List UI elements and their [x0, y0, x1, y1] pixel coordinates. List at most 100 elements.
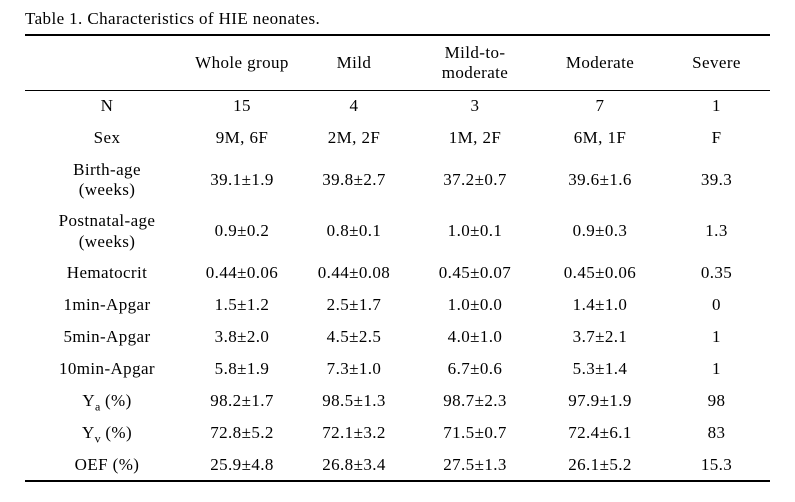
- value-cell: F: [711, 128, 722, 148]
- value-cell: 7.3±1.0: [326, 359, 382, 379]
- value-cell: 0.44±0.08: [317, 263, 391, 283]
- value-cell: 1M, 2F: [448, 128, 502, 148]
- value-cell: 0.8±0.1: [326, 221, 382, 241]
- table-row: OEF (%) 25.9±4.8 26.8±3.4 27.5±1.3 26.1±5.2 1…: [25, 449, 770, 481]
- table-row: Birth-age (weeks) 39.1±1.9 39.8±2.7 37.2±0.…: [25, 155, 770, 206]
- table-row: Yv (%) 72.8±5.2 72.1±3.2 71.5±0.7 72.4±6.1 83: [25, 417, 770, 449]
- value-cell: 72.8±5.2: [210, 423, 274, 443]
- label-text: 5min-Apgar: [63, 327, 151, 347]
- table-header: Whole group Mild Mild-to- moderate Moderate…: [25, 35, 770, 91]
- value-cell: 5.3±1.4: [572, 359, 628, 379]
- table-body: N 15 4 3 7 1 Sex 9M, 6F 2M, 2F 1M, 2F 6M, 1F F Birth…: [25, 91, 770, 482]
- column-header: [25, 35, 189, 91]
- label-text: N: [100, 96, 114, 116]
- column-header: Mild-to- moderate: [413, 35, 537, 91]
- value-cell: 1.5±1.2: [214, 295, 270, 315]
- value-cell: 26.8±3.4: [322, 454, 386, 474]
- value-cell: 4.0±1.0: [447, 327, 503, 347]
- label-text: Y: [81, 423, 95, 443]
- value-cell: 98.7±2.3: [443, 391, 507, 411]
- row-label: 5min-Apgar: [25, 321, 189, 353]
- label-subscript: a: [95, 399, 101, 414]
- value-cell: 0: [712, 295, 721, 315]
- row-label: Yv (%): [25, 417, 189, 449]
- value-cell: 98.2±1.7: [210, 391, 274, 411]
- label-text: (%): [100, 391, 132, 411]
- value-cell: 0.45±0.07: [438, 263, 512, 283]
- value-cell: 97.9±1.9: [568, 391, 632, 411]
- value-cell: 5.8±1.9: [214, 359, 270, 379]
- row-label: Hematocrit: [25, 257, 189, 289]
- value-cell: 72.4±6.1: [568, 423, 632, 443]
- value-cell: 98.5±1.3: [322, 391, 386, 411]
- value-cell: 39.3: [700, 169, 733, 189]
- value-cell: 0.44±0.06: [205, 263, 279, 283]
- value-cell: 3: [470, 96, 480, 116]
- label-text: Birth-age (weeks): [73, 159, 141, 200]
- table-caption: Table 1. Characteristics of HIE neonates…: [25, 9, 321, 28]
- table-row: Sex 9M, 6F 2M, 2F 1M, 2F 6M, 1F F: [25, 123, 770, 155]
- label-text: 1min-Apgar: [63, 295, 151, 315]
- value-cell: 1: [712, 327, 721, 347]
- label-text: Sex: [93, 128, 121, 148]
- row-label: Postnatal-age (weeks): [25, 206, 189, 257]
- value-cell: 4.5±2.5: [326, 327, 382, 347]
- table-row: N 15 4 3 7 1: [25, 91, 770, 123]
- value-cell: 0.9±0.2: [214, 221, 270, 241]
- value-cell: 25.9±4.8: [210, 454, 274, 474]
- table-row: Ya (%) 98.2±1.7 98.5±1.3 98.7±2.3 97.9±1.9 98: [25, 385, 770, 417]
- label-text: Y: [82, 391, 95, 411]
- value-cell: 6M, 1F: [573, 128, 627, 148]
- column-header: Severe: [663, 35, 770, 91]
- value-cell: 7: [595, 96, 605, 116]
- value-cell: 83: [707, 423, 726, 443]
- value-cell: 9M, 6F: [215, 128, 269, 148]
- row-label: Birth-age (weeks): [25, 155, 189, 206]
- table-row: 10min-Apgar 5.8±1.9 7.3±1.0 6.7±0.6 5.3±1.4 1: [25, 353, 770, 385]
- value-cell: 4: [349, 96, 359, 116]
- table-row: Hematocrit 0.44±0.06 0.44±0.08 0.45±0.07 0.4…: [25, 257, 770, 289]
- value-cell: 1.4±1.0: [572, 295, 628, 315]
- value-cell: 15.3: [700, 454, 733, 474]
- label-text: OEF (%): [74, 454, 140, 474]
- label-text: (%): [100, 423, 133, 443]
- value-cell: 3.7±2.1: [572, 327, 628, 347]
- label-subscript: v: [94, 431, 101, 446]
- value-cell: 1.0±0.0: [447, 295, 503, 315]
- value-cell: 39.6±1.6: [568, 169, 632, 189]
- value-cell: 71.5±0.7: [443, 423, 507, 443]
- value-cell: 37.2±0.7: [443, 169, 507, 189]
- value-cell: 3.8±2.0: [214, 327, 270, 347]
- value-cell: 6.7±0.6: [447, 359, 503, 379]
- value-cell: 39.8±2.7: [322, 169, 386, 189]
- column-header: Mild: [295, 35, 413, 91]
- value-cell: 39.1±1.9: [210, 169, 274, 189]
- value-cell: 0.35: [700, 263, 733, 283]
- value-cell: 0.45±0.06: [563, 263, 637, 283]
- row-label: N: [25, 91, 189, 123]
- value-cell: 1: [712, 359, 721, 379]
- value-cell: 1: [712, 96, 721, 116]
- table-row: 5min-Apgar 3.8±2.0 4.5±2.5 4.0±1.0 3.7±2.1 1: [25, 321, 770, 353]
- row-label: Ya (%): [25, 385, 189, 417]
- row-label: 1min-Apgar: [25, 289, 189, 321]
- value-cell: 1.3: [705, 221, 728, 241]
- hie-characteristics-table: Whole group Mild Mild-to- moderate Moderate…: [25, 34, 770, 483]
- value-cell: 0.9±0.3: [572, 221, 628, 241]
- table-row: 1min-Apgar 1.5±1.2 2.5±1.7 1.0±0.0 1.4±1.0 0: [25, 289, 770, 321]
- row-label: 10min-Apgar: [25, 353, 189, 385]
- value-cell: 2.5±1.7: [326, 295, 382, 315]
- header-row: Whole group Mild Mild-to- moderate Moderate…: [25, 35, 770, 91]
- value-cell: 72.1±3.2: [322, 423, 386, 443]
- column-header: Whole group: [189, 35, 295, 91]
- value-cell: 1.0±0.1: [447, 221, 503, 241]
- value-cell: 98: [707, 391, 726, 411]
- value-cell: 2M, 2F: [327, 128, 381, 148]
- value-cell: 27.5±1.3: [443, 454, 507, 474]
- row-label: Sex: [25, 123, 189, 155]
- value-cell: 15: [233, 96, 251, 116]
- label-text: 10min-Apgar: [59, 359, 155, 379]
- value-cell: 26.1±5.2: [568, 454, 632, 474]
- table-row: Postnatal-age (weeks) 0.9±0.2 0.8±0.1 1.0±0…: [25, 206, 770, 257]
